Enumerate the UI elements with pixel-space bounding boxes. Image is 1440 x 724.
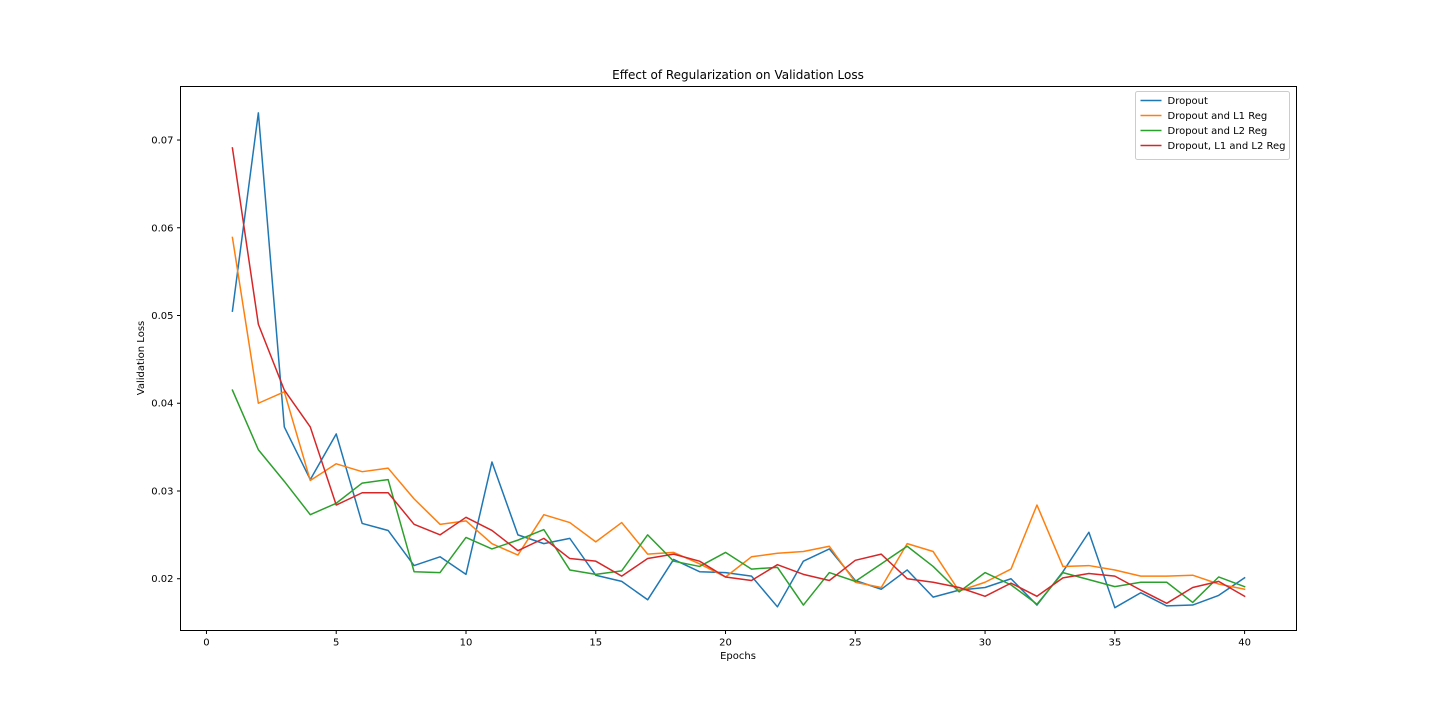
legend-label: Dropout and L2 Reg: [1168, 126, 1268, 137]
y-tick-label: 0.02: [151, 574, 173, 585]
x-tick-label: 0: [203, 638, 209, 649]
series-line-dropout: [231, 112, 1246, 609]
x-tick-label: 30: [979, 638, 992, 649]
x-tick-label: 5: [333, 638, 339, 649]
x-axis-label: Epochs: [720, 651, 756, 662]
series-line-dropout-l1-and-l2-reg: [231, 147, 1246, 605]
legend-box: [1135, 91, 1290, 160]
x-axis: 0 5 10 15 20 25 30 35 40: [203, 630, 1251, 649]
y-axis: 0.02 0.03 0.04 0.05 0.06 0.07: [151, 136, 181, 585]
legend-label: Dropout, L1 and L2 Reg: [1168, 141, 1286, 152]
legend-label: Dropout and L1 Reg: [1168, 111, 1268, 122]
plot-area-frame: [180, 86, 1297, 631]
x-tick-label: 20: [719, 638, 732, 649]
y-tick-label: 0.04: [151, 399, 173, 410]
x-tick-label: 10: [460, 638, 473, 649]
y-tick-label: 0.06: [151, 223, 173, 234]
y-tick-label: 0.03: [151, 486, 173, 497]
series-layer: [231, 112, 1246, 609]
x-tick-label: 35: [1108, 638, 1121, 649]
y-axis-label: Validation Loss: [136, 321, 147, 396]
x-tick-label: 15: [589, 638, 602, 649]
legend: Dropout Dropout and L1 Reg Dropout and L2 …: [1135, 91, 1290, 160]
legend-label: Dropout: [1168, 96, 1209, 107]
chart-title: Effect of Regularization on Validation L…: [612, 68, 864, 82]
x-tick-label: 25: [849, 638, 862, 649]
y-tick-label: 0.05: [151, 311, 173, 322]
series-line-dropout-and-l1-reg: [231, 236, 1246, 592]
y-tick-label: 0.07: [151, 136, 173, 147]
x-tick-label: 40: [1238, 638, 1251, 649]
